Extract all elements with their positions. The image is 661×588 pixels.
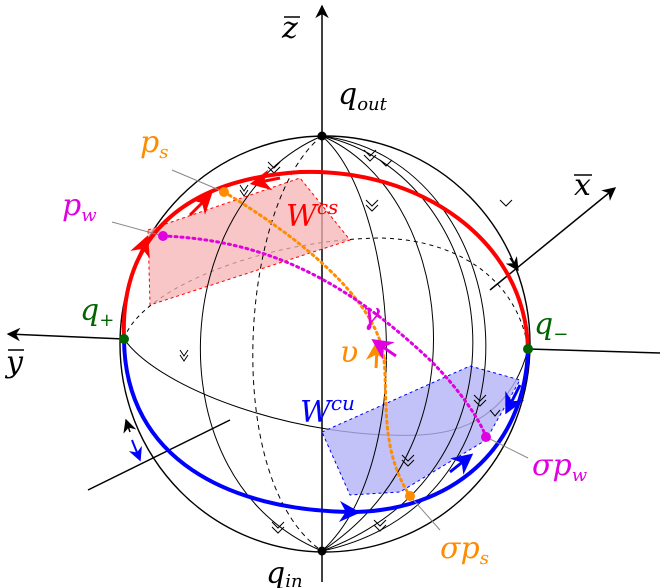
leader-p-s: [171, 169, 225, 193]
label-y-axis: y: [4, 345, 24, 380]
outline-arrow-left: [123, 418, 137, 434]
leader-sigma-p-s: [409, 495, 441, 531]
point-q-minus: [523, 344, 533, 354]
stable-arrow-3: [505, 384, 525, 415]
label-sigma-p-w: σpw: [532, 448, 588, 486]
meridian-6: [321, 135, 487, 552]
label-gamma: γ: [362, 297, 380, 332]
orbit-gamma: [161, 234, 488, 439]
y-axis-left: [6, 327, 125, 342]
label-w-cs: Wcs: [286, 195, 338, 234]
label-upsilon: υ: [340, 335, 358, 370]
point-q-out: [317, 131, 327, 141]
orbit-gamma-arrow: [371, 339, 397, 360]
label-q-plus: q+: [80, 293, 114, 331]
label-q-in: qin: [266, 556, 303, 588]
point-q-plus: [119, 334, 129, 344]
point-sigma-p-s: [405, 491, 415, 501]
x-axis-front: [87, 419, 231, 491]
meridian-4: [321, 135, 434, 552]
label-x-axis: x: [574, 168, 591, 203]
label-p-w: pw: [62, 188, 97, 226]
label-z-axis: z: [281, 11, 298, 46]
y-axis-right: [527, 348, 661, 354]
label-q-out: qout: [338, 77, 388, 115]
flow-chevrons: [179, 149, 513, 534]
wcs-region: [147, 177, 351, 306]
stable-arrow-2: [449, 453, 474, 475]
unstable-arrow-1: [188, 192, 213, 217]
outline-arrow-right: [505, 256, 519, 272]
wcu-region: [321, 365, 521, 496]
leader-p-w: [111, 221, 164, 237]
unstable-arrow-3: [130, 235, 150, 261]
point-p-s: [219, 187, 229, 197]
unstable-arrow-2: [249, 169, 281, 191]
point-q-in: [317, 546, 327, 556]
label-sigma-p-s: σps: [440, 531, 489, 569]
label-q-minus: q−: [534, 307, 568, 345]
point-sigma-p-w: [481, 432, 491, 442]
stable-arrow-1: [329, 500, 361, 522]
x-axis-back: [489, 187, 617, 291]
label-w-cu: Wcu: [300, 391, 355, 430]
orbit-upsilon-arrow: [365, 339, 387, 369]
label-p-s: ps: [140, 125, 168, 163]
stable-arrow-4: [128, 439, 142, 462]
leader-sigma-p-w: [485, 436, 529, 459]
point-p-w: [158, 231, 168, 241]
